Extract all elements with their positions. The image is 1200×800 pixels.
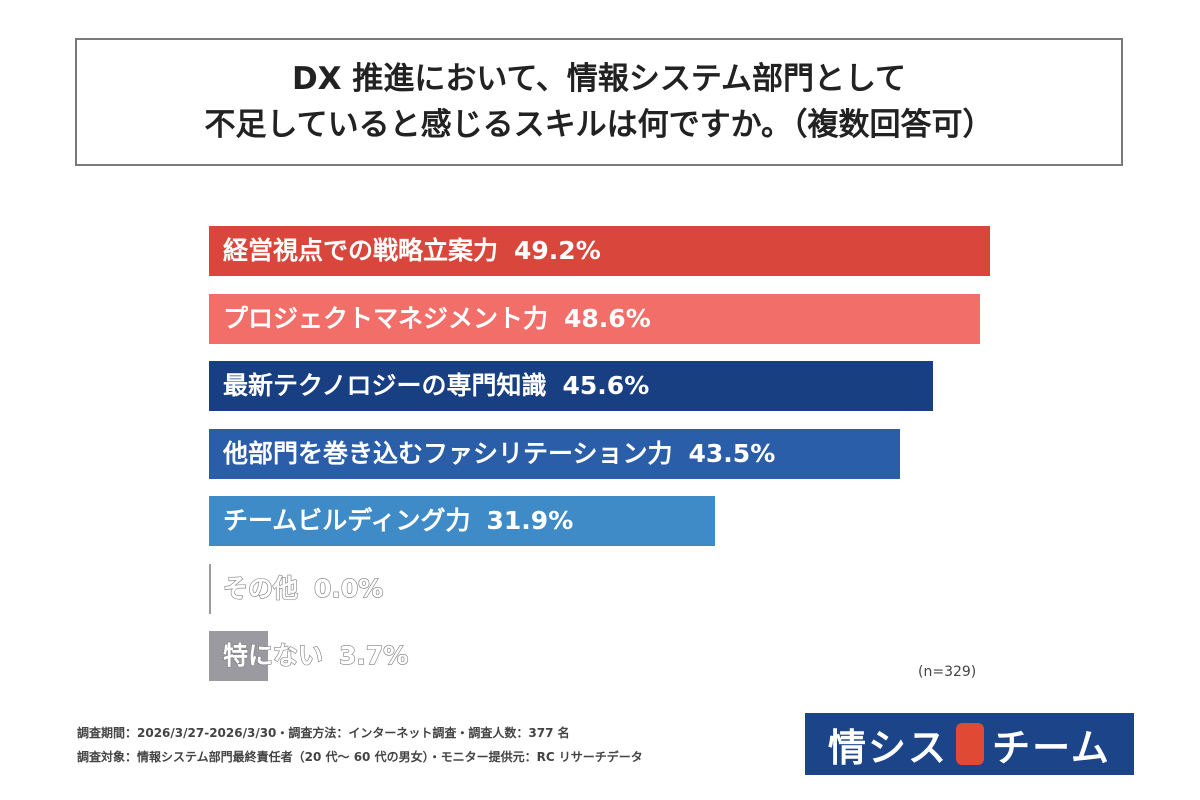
category-label: 経営視点での戦略立案力 [223, 236, 499, 265]
value-label: 0.0% [313, 573, 384, 603]
title-line-2: 不足していると感じるスキルは何ですか。（複数回答可） [204, 107, 994, 143]
bar-label: 最新テクノロジーの専門知識 45.6% [223, 361, 649, 411]
bar [209, 226, 990, 276]
bar [209, 293, 981, 344]
bar [209, 428, 900, 479]
logo-text-right: チーム [992, 725, 1111, 770]
bar-label: 経営視点での戦略立案力 49.2% [223, 226, 601, 276]
bar-label: プロジェクトマネジメント力 48.6% [223, 294, 651, 344]
value-label: 43.5% [688, 438, 776, 468]
bar-label: その他 0.0% [222, 564, 384, 614]
category-label: プロジェクトマネジメント力 [223, 303, 549, 333]
chart-title: DX 推進において、情報システム部門として 不足していると感じるスキルは何ですか… [75, 38, 1123, 166]
value-label: 48.6% [564, 303, 651, 333]
title-line-1: DX 推進において、情報システム部門として [291, 61, 907, 97]
logo-mascot-icon [956, 723, 985, 765]
bar-label: 特にない 3.7% [222, 631, 409, 681]
footer-survey-period: 調査期間：2026/3/27-2026/3/30・調査方法：インターネット調査・… [77, 726, 570, 740]
value-label: 31.9% [486, 506, 574, 535]
sample-size-note: (n=329) [918, 664, 977, 680]
bar [209, 361, 933, 411]
bar [209, 631, 268, 681]
bar [209, 496, 716, 546]
logo-text-left: 情シス [828, 725, 949, 770]
value-label: 49.2% [514, 236, 601, 265]
category-label: 最新テクノロジーの専門知識 [223, 371, 547, 400]
value-label: 45.6% [562, 371, 650, 400]
footer-survey-target: 調査対象：情報システム部門最終責任者（20 代～ 60 代の男女）・モニター提供… [77, 750, 643, 764]
bar-label: チームビルディング力 31.9% [223, 496, 573, 546]
category-label: 特にない [222, 640, 324, 670]
category-label: その他 [222, 573, 299, 603]
category-label: 他部門を巻き込むファシリテーション力 [223, 438, 673, 468]
bar-label: 他部門を巻き込むファシリテーション力 43.5% [223, 429, 775, 479]
bar [209, 563, 211, 614]
value-label: 3.7% [338, 640, 409, 670]
logo: 情シス チーム [805, 713, 1134, 775]
category-label: チームビルディング力 [223, 506, 471, 535]
